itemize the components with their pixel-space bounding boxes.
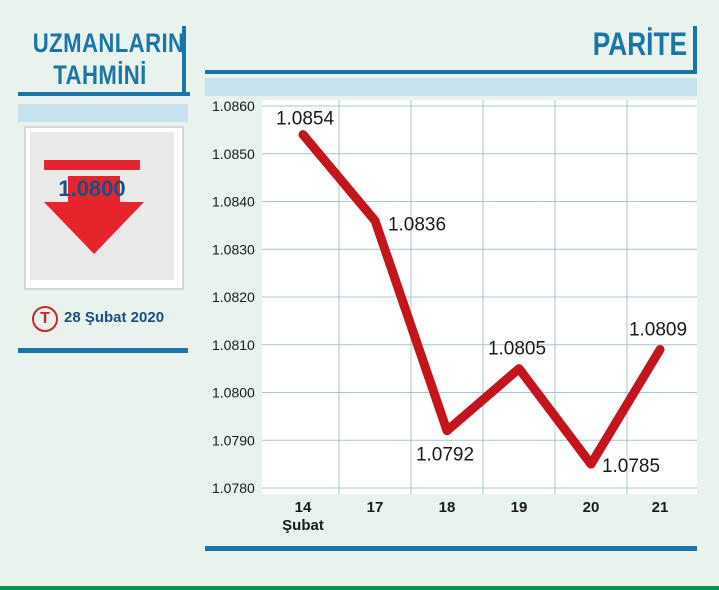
arrow-cap-bar: [44, 160, 140, 170]
chart-header: PARİTE: [555, 26, 697, 64]
chart-header-divider-vertical: [693, 26, 697, 74]
data-label: 1.0785: [602, 456, 660, 477]
y-tick-label: 1.0830: [212, 241, 255, 257]
y-tick-label: 1.0860: [212, 98, 255, 114]
forecast-title-line1: UZMANLARIN: [32, 28, 185, 58]
x-tick-label: 20: [583, 499, 600, 516]
x-tick-label: 19: [511, 499, 528, 516]
x-tick-label: 21: [652, 499, 669, 516]
y-axis-ticks: 1.0780 1.0790 1.0800 1.0810 1.0820 1.0830 1.08…: [212, 98, 255, 496]
page-bottom-line: [0, 586, 719, 590]
series-line: [298, 130, 665, 469]
forecast-date: 28 Şubat 2020: [64, 309, 165, 326]
data-label: 1.0809: [629, 320, 687, 341]
y-tick-label: 1.0790: [212, 432, 255, 448]
grid-lines: [262, 100, 697, 494]
y-tick-label: 1.0800: [212, 385, 255, 401]
x-tick-label: 14: [295, 499, 312, 516]
t-logo-icon: T: [32, 306, 58, 332]
x-tick-sublabel: Şubat: [282, 517, 324, 534]
forecast-box-inner: 1.0800: [30, 132, 174, 280]
left-bottom-divider: [18, 348, 188, 353]
data-labels: 1.0854 1.0836 1.0792 1.0805 1.0785 1.0809: [276, 109, 687, 477]
y-tick-label: 1.0850: [212, 146, 255, 162]
chart-accent-bar: [205, 78, 697, 96]
forecast-box: 1.0800: [24, 126, 184, 290]
data-label: 1.0854: [276, 109, 335, 130]
header-divider-vertical: [182, 26, 186, 96]
forecast-arrow-graphic: 1.0800: [44, 160, 144, 254]
x-tick-label: 17: [367, 499, 384, 516]
x-axis-ticks: 14 17 18 19 20 21 Şubat: [282, 499, 668, 534]
data-label: 1.0805: [488, 339, 546, 360]
forecast-title-line2: TAHMİNİ: [53, 60, 147, 90]
x-tick-label: 18: [439, 499, 456, 516]
chart-bottom-divider: [205, 546, 697, 551]
forecast-date-row: T 28 Şubat 2020: [32, 306, 182, 334]
down-arrow-head-icon: [44, 202, 144, 254]
chart-title: PARİTE: [592, 26, 687, 62]
down-arrow-icon: [68, 176, 120, 202]
y-tick-label: 1.0840: [212, 194, 255, 210]
y-tick-label: 1.0820: [212, 289, 255, 305]
y-tick-label: 1.0780: [212, 480, 255, 496]
left-accent-bar: [18, 104, 188, 122]
chart-top-divider: [205, 70, 697, 74]
forecast-header: UZMANLARIN TAHMİNİ: [18, 26, 190, 96]
series-line-path: [298, 130, 665, 469]
data-label: 1.0792: [416, 445, 474, 466]
data-label: 1.0836: [388, 215, 446, 236]
header-divider-horizontal: [18, 92, 190, 96]
y-tick-label: 1.0810: [212, 337, 255, 353]
forecast-value: 1.0800: [58, 176, 125, 201]
